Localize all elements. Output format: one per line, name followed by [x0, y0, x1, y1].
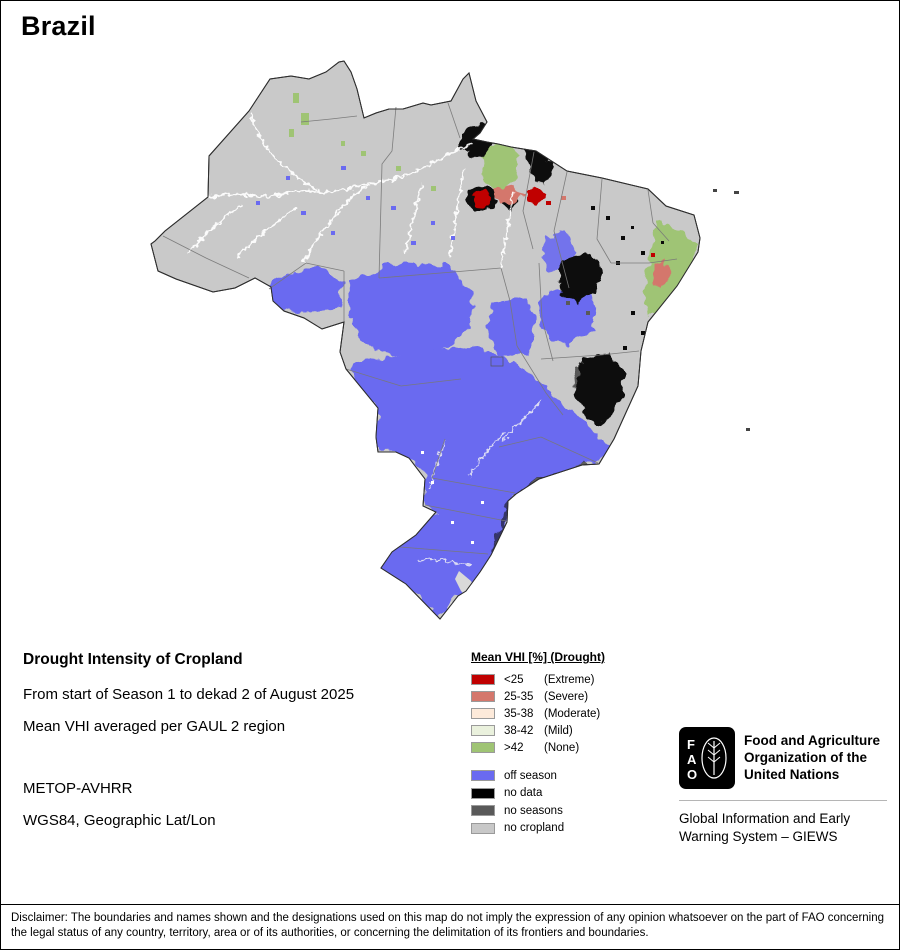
organization-block: F A O Food and Agriculture Organization …: [679, 727, 887, 846]
legend-value: <25: [504, 673, 524, 686]
legend-swatch-no-seasons: [471, 805, 495, 817]
map-legend: Mean VHI [%] (Drought) <25 (Extreme) 25-…: [471, 650, 681, 837]
legend-row-moderate: 35-38 (Moderate): [471, 705, 681, 722]
svg-text:F: F: [687, 737, 695, 752]
legend-swatch-extreme: [471, 674, 495, 685]
legend-value: >42: [504, 741, 524, 754]
legend-row-mild: 38-42 (Mild): [471, 722, 681, 739]
legend-swatch-no-cropland: [471, 822, 495, 834]
legend-row-no-data: no data: [471, 785, 681, 803]
org-divider: [679, 800, 887, 801]
legend-qualifier: (None): [544, 741, 580, 754]
giews-line: Global Information and Early: [679, 811, 851, 826]
legend-label: no seasons: [504, 804, 563, 817]
legend-swatch-moderate: [471, 708, 495, 719]
legend-value: 35-38: [504, 707, 534, 720]
legend-label: no cropland: [504, 822, 565, 835]
legend-label: no data: [504, 787, 543, 800]
drought-raster-layers: [187, 93, 695, 619]
legend-row-extreme: <25 (Extreme): [471, 671, 681, 688]
svg-text:A: A: [687, 752, 697, 767]
org-name-line: Food and Agriculture: [744, 733, 880, 748]
legend-swatch-severe: [471, 691, 495, 702]
legend-swatch-off-season: [471, 770, 495, 782]
legend-extra-group: off season no data no seasons no croplan…: [471, 767, 681, 837]
org-name-line: Organization of the: [744, 750, 867, 765]
fao-logo: F A O: [679, 727, 735, 789]
disclaimer-text: Disclaimer: The boundaries and names sho…: [1, 904, 899, 949]
legend-row-no-seasons: no seasons: [471, 802, 681, 820]
sensor-label: METOP-AVHRR: [23, 780, 133, 797]
country-outline: [150, 60, 701, 620]
river-lines: [187, 112, 542, 567]
legend-swatch-no-data: [471, 787, 495, 799]
legend-qualifier: (Moderate): [544, 707, 601, 720]
legend-row-off-season: off season: [471, 767, 681, 785]
giews-label: Global Information and Early Warning Sys…: [679, 810, 887, 846]
svg-text:O: O: [687, 767, 697, 782]
legend-qualifier: (Severe): [544, 690, 589, 703]
legend-row-none: >42 (None): [471, 739, 681, 756]
legend-qualifier: (Mild): [544, 724, 573, 737]
offshore-islands: [713, 189, 750, 431]
org-name: Food and Agriculture Organization of the…: [744, 727, 880, 783]
map-subject-heading: Drought Intensity of Cropland: [23, 651, 243, 668]
map-period-line: From start of Season 1 to dekad 2 of Aug…: [23, 686, 355, 703]
org-name-line: United Nations: [744, 767, 840, 782]
page-title: Brazil: [21, 11, 96, 41]
legend-value: 38-42: [504, 724, 534, 737]
legend-swatch-mild: [471, 725, 495, 736]
legend-row-severe: 25-35 (Severe): [471, 688, 681, 705]
legend-value: 25-35: [504, 690, 534, 703]
map-aggregation-line: Mean VHI averaged per GAUL 2 region: [23, 718, 286, 735]
raster-speckles: [256, 93, 664, 544]
projection-label: WGS84, Geographic Lat/Lon: [23, 812, 216, 829]
legend-qualifier: (Extreme): [544, 673, 595, 686]
legend-swatch-none: [471, 742, 495, 753]
map-info-block: Drought Intensity of Cropland From start…: [23, 651, 354, 829]
legend-title: Mean VHI [%] (Drought): [471, 650, 605, 664]
giews-line: Warning System – GIEWS: [679, 829, 838, 844]
legend-label: off season: [504, 769, 557, 782]
legend-row-no-cropland: no cropland: [471, 820, 681, 838]
state-boundaries: [162, 102, 678, 555]
